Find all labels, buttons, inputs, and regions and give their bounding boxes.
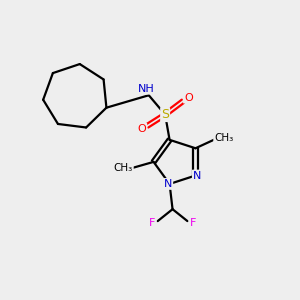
Text: S: S <box>161 108 169 121</box>
Text: CH₃: CH₃ <box>114 163 133 173</box>
Text: N: N <box>193 170 201 181</box>
Text: O: O <box>138 124 146 134</box>
Text: N: N <box>164 179 172 189</box>
Text: F: F <box>190 218 196 228</box>
Text: CH₃: CH₃ <box>214 133 233 143</box>
Text: O: O <box>184 93 193 103</box>
Text: NH: NH <box>138 84 155 94</box>
Text: F: F <box>149 218 155 228</box>
